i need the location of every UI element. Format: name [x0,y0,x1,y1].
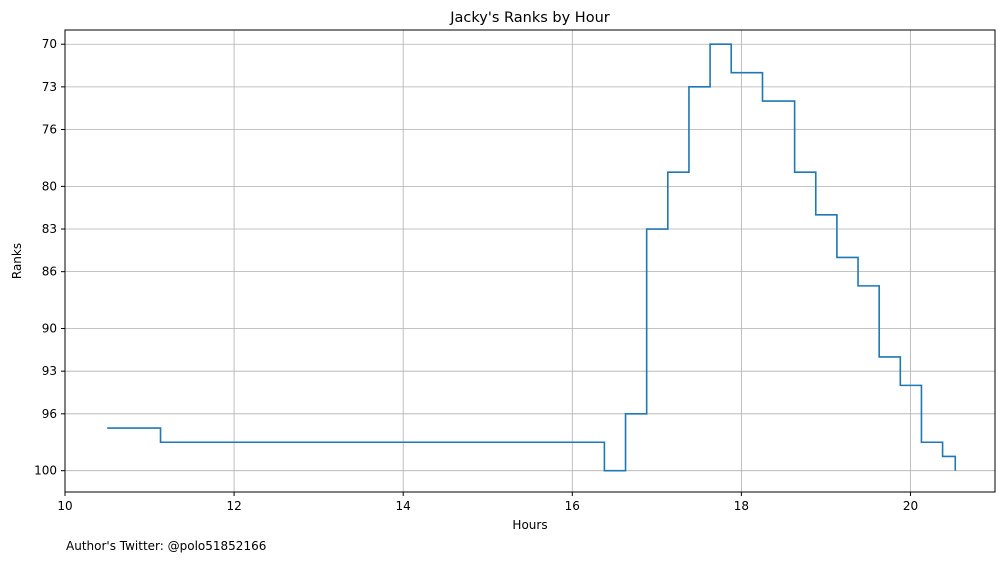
y-tick-label-6: 90 [42,322,57,336]
x-tick-label-0: 10 [57,499,72,513]
gridlines [64,30,995,492]
series-layer [107,43,957,472]
ticks: 10 12 14 16 18 20 70 73 76 80 83 86 90 93 96 100 [34,37,918,513]
y-tick-label-4: 83 [42,222,57,236]
y-tick-label-1: 73 [42,80,57,94]
y-tick-label-7: 93 [42,364,57,378]
y-tick-label-5: 86 [42,265,57,279]
author-footer: Author's Twitter: @polo51852166 [66,539,266,553]
x-tick-label-4: 18 [734,499,749,513]
y-tick-label-2: 76 [42,123,57,137]
y-tick-label-3: 80 [42,179,57,193]
x-tick-label-2: 14 [396,499,411,513]
x-tick-label-3: 16 [565,499,580,513]
x-tick-label-5: 20 [903,499,918,513]
y-tick-label-9: 100 [34,464,57,478]
chart-title: Jacky's Ranks by Hour [449,10,609,26]
plot-frame [64,29,996,493]
x-tick-label-1: 12 [226,499,241,513]
y-tick-label-8: 96 [42,407,57,421]
rank-step-line [107,43,957,472]
y-axis-label: Ranks [10,243,24,279]
x-axis-label: Hours [512,518,547,532]
y-tick-label-0: 70 [42,37,57,51]
